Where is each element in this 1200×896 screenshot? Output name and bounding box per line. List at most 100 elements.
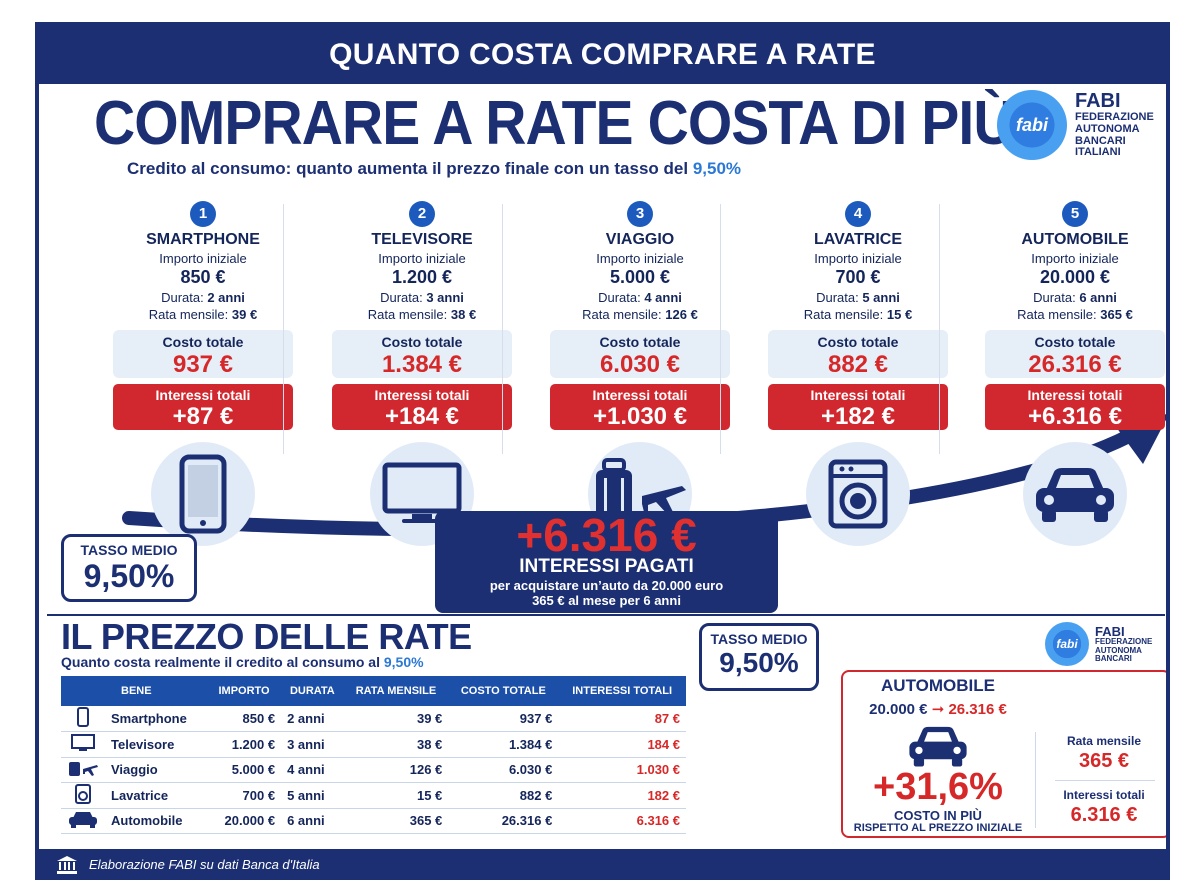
importo-label: Importo iniziale [814,251,902,266]
importo-label: Importo iniziale [159,251,247,266]
row-importo: 1.200 € [207,731,282,758]
importo-label: Importo iniziale [596,251,684,266]
product-card-viaggio: 3 VIAGGIO Importo iniziale 5.000 € Durat… [540,201,740,546]
row-interessi: 184 € [558,731,686,758]
product-name: SMARTPHONE [146,231,260,248]
product-card-lavatrice: 4 LAVATRICE Importo iniziale 700 € Durat… [758,201,958,546]
durata-label: Durata: [1033,290,1076,305]
auto-card-divider [1035,732,1036,828]
rata-line: Rata mensile: 38 € [322,307,522,322]
row-rata: 38 € [343,731,449,758]
auto-card-line1: COSTO IN PIÙ [894,808,982,823]
costo-totale-box: Costo totale 937 € [113,330,293,378]
rates-table: BENE IMPORTO DURATA RATA MENSILE COSTO T… [61,676,686,834]
footer-bar: Elaborazione FABI su dati Banca d'Italia [39,849,1166,876]
rata-line: Rata mensile: 365 € [975,307,1166,322]
television-icon [61,731,105,758]
hero-subtitle-text: Credito al consumo: quanto aumenta il pr… [127,159,689,178]
banner-title: QUANTO COSTA COMPRARE A RATE [329,38,876,71]
product-card-automobile: 5 AUTOMOBILE Importo iniziale 20.000 € D… [975,201,1166,546]
interessi-totali-label: Interessi totali [155,387,251,403]
interessi-totali-box: Interessi totali +184 € [332,384,512,430]
importo-value: 5.000 € [609,267,671,287]
costo-totale-value: 937 € [172,351,234,378]
fabi-logo-line1: FEDERAZIONE [1075,111,1154,124]
auto-card-percent: +31,6% [873,766,1003,808]
rata-line: Rata mensile: 126 € [540,307,740,322]
rata-label: Rata mensile: [803,307,884,322]
rata-value: 39 € [231,307,258,322]
durata-label: Durata: [816,290,859,305]
costo-totale-value: 1.384 € [381,351,463,378]
durata-label: Durata: [380,290,423,305]
auto-card-rata-label: Rata mensile [1066,734,1142,748]
row-interessi: 182 € [558,782,686,809]
product-name: AUTOMOBILE [1021,231,1129,248]
footer-source-text: Elaborazione FABI su dati Banca d'Italia [89,857,320,872]
fabi-logo-line2: AUTONOMA [1095,645,1142,655]
auto-card-hdivider [1055,780,1155,781]
column-header-interessi: INTERESSI TOTALI [558,676,686,706]
auto-card-from: 20.000 € [869,701,928,718]
auto-card-interessi-label: Interessi totali [1063,788,1145,802]
durata-value: 6 anni [1079,290,1117,305]
interessi-totali-label: Interessi totali [810,387,906,403]
tasso-medio-value: 9,50% [719,647,799,678]
column-divider [720,204,721,454]
row-durata: 3 anni [281,731,344,758]
costo-totale-label: Costo totale [162,334,244,350]
column-divider [939,204,940,454]
costo-totale-box: Costo totale 6.030 € [550,330,730,378]
interessi-totali-box: Interessi totali +182 € [768,384,948,430]
row-costo: 6.030 € [448,757,559,783]
row-costo: 26.316 € [448,808,559,834]
car-icon [1023,442,1127,546]
row-costo: 1.384 € [448,731,559,758]
row-name: Lavatrice [105,782,207,809]
interessi-totali-value: +6.316 € [1027,403,1123,430]
costo-totale-value: 882 € [827,351,889,378]
tasso-medio-value: 9,50% [83,558,175,594]
importo-label: Importo iniziale [378,251,466,266]
costo-totale-label: Costo totale [817,334,899,350]
row-interessi: 6.316 € [558,808,686,834]
importo-value: 850 € [180,267,226,287]
section2-subtitle: Quanto costa realmente il credito al con… [61,654,424,670]
row-rata: 126 € [343,757,449,783]
tasso-medio-label: TASSO MEDIO [80,542,178,558]
fabi-logo-name: FABI [1075,90,1121,113]
costo-totale-box: Costo totale 26.316 € [985,330,1165,378]
durata-line: Durata: 3 anni [322,290,522,305]
section2-subtitle-rate: 9,50% [383,654,424,670]
costo-totale-label: Costo totale [1034,334,1116,350]
fabi-logo-text: FABI FEDERAZIONE AUTONOMA BANCARI ITALIA… [1075,91,1154,158]
bank-icon [57,855,77,874]
column-header-bene: BENE [61,676,207,706]
fabi-logo-small: fabi FABI FEDERAZIONE AUTONOMA BANCARI [1045,622,1152,666]
auto-card-from-to: 20.000 € ➞ 26.316 € [843,700,1033,718]
table-row: Lavatrice 700 € 5 anni 15 € 882 € 182 € [61,782,686,809]
suitcase-airplane-icon [61,757,105,783]
hero-subtitle-rate: 9,50% [692,159,742,178]
infographic-frame: QUANTO COSTA COMPRARE A RATE COMPRARE A … [35,22,1170,880]
interessi-totali-label: Interessi totali [592,387,688,403]
row-rata: 15 € [343,782,449,809]
rata-line: Rata mensile: 39 € [103,307,303,322]
product-name: TELEVISORE [371,231,473,248]
rata-label: Rata mensile: [582,307,662,322]
importo-value: 700 € [835,267,881,287]
product-number: 4 [845,201,871,227]
tasso-medio-label: TASSO MEDIO [710,631,808,647]
rata-value: 15 € [886,307,913,322]
section-divider [47,614,1165,616]
durata-label: Durata: [161,290,204,305]
rata-label: Rata mensile: [367,307,448,322]
interessi-pagati-amount: +6.316 € [516,509,697,561]
interessi-totali-label: Interessi totali [374,387,470,403]
column-header-importo: IMPORTO [207,676,282,706]
fabi-logo-line2: AUTONOMA [1075,122,1140,135]
row-importo: 700 € [207,782,282,809]
interessi-pagati-line1: per acquistare un’auto da 20.000 euro [489,578,724,593]
row-interessi: 1.030 € [558,757,686,783]
car-icon [905,724,971,773]
